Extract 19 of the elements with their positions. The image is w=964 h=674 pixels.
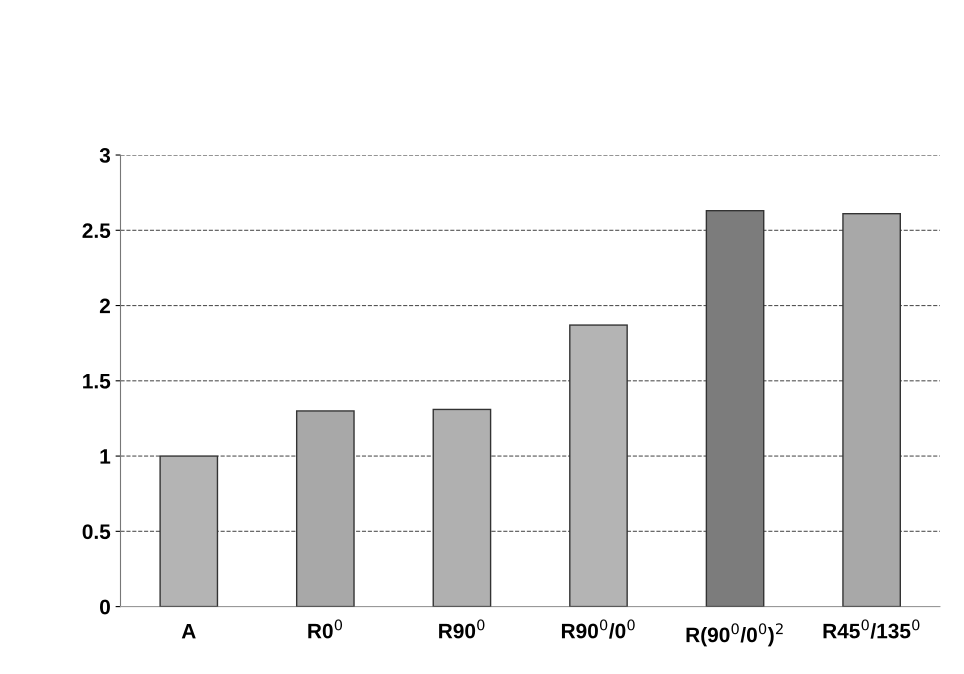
y-tick-label: 2.5 [82, 223, 110, 238]
x-tick-label: R0$^{0}$ [308, 619, 342, 638]
y-tick-label: 0.5 [82, 524, 110, 540]
bar [159, 455, 218, 607]
x-tick-label: R90$^{0}$ [439, 619, 484, 638]
bar [569, 324, 628, 607]
y-tick-label: 3 [100, 148, 110, 163]
y-tick-label: 1.5 [83, 374, 110, 389]
bar [706, 210, 764, 607]
bar [296, 410, 355, 607]
bar [842, 213, 901, 607]
y-tick-label: 1 [100, 449, 110, 464]
x-tick-label: R45$^{0}$/135$^{0}$ [824, 619, 920, 639]
x-tick-label: A [182, 624, 196, 638]
x-tick-label: R90$^{0}$/0$^{0}$ [562, 619, 635, 639]
x-tick-label: R(90$^{0}$/0$^{0}$)$^{2}$ [686, 623, 783, 646]
y-tick-label: 2 [100, 298, 110, 314]
y-tick-label: 0 [100, 600, 110, 614]
bar [432, 408, 492, 607]
